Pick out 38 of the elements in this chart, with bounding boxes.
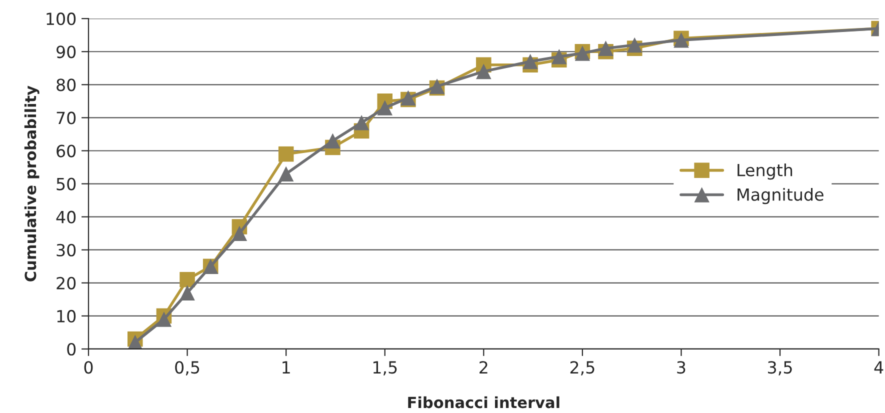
point bbox=[278, 166, 294, 182]
legend-label: Length bbox=[738, 163, 792, 180]
point bbox=[377, 100, 393, 116]
x-tick-label: 1,5 bbox=[373, 361, 397, 376]
y-tick-label: 50 bbox=[56, 178, 76, 190]
point bbox=[180, 272, 195, 288]
x-tick-label: 1 bbox=[282, 361, 290, 374]
x-tick-label: 0 bbox=[84, 361, 93, 374]
x-axis-title: Fibonacci interval bbox=[408, 396, 560, 408]
point bbox=[156, 312, 172, 327]
x-tick-label: 3,5 bbox=[768, 361, 792, 376]
x-tick-label: 2 bbox=[480, 361, 488, 374]
point bbox=[551, 48, 567, 64]
x-tick-label: 4 bbox=[874, 361, 884, 374]
point bbox=[354, 115, 370, 130]
point bbox=[626, 37, 642, 53]
y-tick-label: 0 bbox=[67, 342, 76, 356]
x-tick-label: 0,5 bbox=[175, 361, 200, 376]
y-tick-label: 100 bbox=[46, 12, 76, 26]
y-tick-label: 90 bbox=[56, 46, 76, 58]
y-axis-title: Cumulative probability bbox=[24, 86, 40, 282]
x-tick-label: 2,5 bbox=[570, 361, 594, 376]
point bbox=[180, 285, 195, 300]
legend-label: Magnitude bbox=[738, 188, 824, 204]
y-tick-label: 30 bbox=[56, 244, 76, 256]
y-tick-label: 40 bbox=[56, 210, 76, 224]
point bbox=[278, 146, 294, 162]
point bbox=[522, 54, 538, 70]
point bbox=[232, 226, 248, 241]
y-tick-label: 80 bbox=[56, 78, 76, 92]
point bbox=[325, 133, 340, 148]
y-tick-label: 60 bbox=[56, 144, 76, 158]
point bbox=[598, 40, 614, 56]
y-tick-label: 10 bbox=[57, 310, 76, 323]
y-tick-label: 70 bbox=[56, 112, 76, 124]
x-tick-label: 3 bbox=[677, 361, 686, 374]
y-tick-label: 20 bbox=[56, 276, 76, 290]
point bbox=[476, 64, 492, 80]
